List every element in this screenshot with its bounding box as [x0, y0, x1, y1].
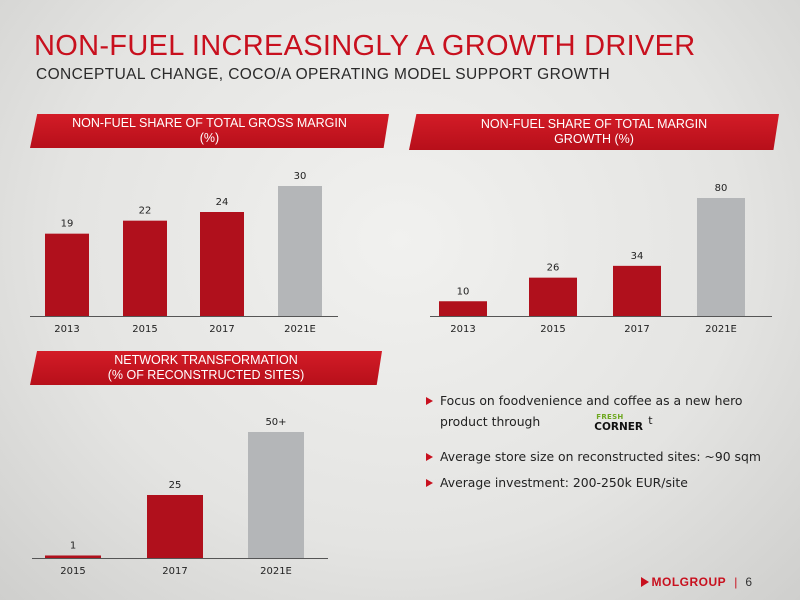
chart2-bar-2015 — [529, 277, 577, 316]
chart2-value-label: 34 — [631, 251, 644, 262]
chart3-bar-2021E — [248, 432, 304, 558]
chart3-value-label: 25 — [169, 480, 182, 491]
footer-brand: MOLGROUP — [651, 575, 727, 589]
chart2-value-label: 80 — [715, 183, 728, 194]
chart2-category-label: 2013 — [450, 324, 475, 335]
chart3-value-label: 50+ — [265, 417, 286, 428]
chart1-bar-2017 — [200, 212, 244, 316]
chart2-category-label: 2017 — [624, 324, 649, 335]
chart2-plot: 10 2013 26 2015 34 2017 80 2021E — [430, 183, 772, 335]
chart3-value-label: 1 — [70, 540, 76, 551]
chart2-title-line2: GROWTH (%) — [554, 132, 634, 146]
chart2-value-label: 26 — [547, 263, 560, 274]
page-subtitle: CONCEPTUAL CHANGE, COCO/A OPERATING MODE… — [36, 66, 611, 83]
chart3-title-line1: NETWORK TRANSFORMATION — [114, 353, 298, 367]
page-title: NON-FUEL INCREASINGLY A GROWTH DRIVER — [34, 30, 696, 62]
chart2-category-label: 2015 — [540, 324, 565, 335]
chart1-value-label: 19 — [61, 219, 74, 230]
chart1-bar-2015 — [123, 220, 167, 316]
bullet-list: Focus on foodvenience and coffee as a ne… — [426, 393, 776, 501]
chart1-bar-2021E — [278, 186, 322, 316]
chart1-category-label: 2021E — [284, 324, 316, 335]
chart3-bar-2015 — [45, 555, 101, 558]
footer-separator: | — [734, 575, 738, 589]
bullet-item-store-size: Average store size on reconstructed site… — [426, 449, 776, 465]
bullet-text-investment: Average investment: 200-250k EUR/site — [440, 475, 688, 490]
molgroup-logo-icon — [640, 577, 649, 587]
chart3-category-label: 2021E — [260, 566, 292, 577]
chart2-value-label: 10 — [457, 286, 470, 297]
chart1-category-label: 2015 — [132, 324, 157, 335]
chart1-value-label: 30 — [294, 171, 307, 182]
chart1-value-label: 22 — [139, 206, 152, 217]
chart1-category-label: 2013 — [54, 324, 79, 335]
chart2-title-line1: NON-FUEL SHARE OF TOTAL MARGIN — [480, 117, 708, 131]
bullet-triangle-icon — [426, 397, 433, 405]
chart3-category-label: 2015 — [60, 566, 85, 577]
page-number: 6 — [745, 575, 752, 589]
bullet-text-hero-product: Focus on foodvenience and coffee as a ne… — [440, 393, 743, 429]
chart2-title-banner: NON-FUEL SHARE OF TOTAL MARGIN GROWTH (%… — [409, 114, 779, 150]
chart1-title-line2: (%) — [199, 131, 220, 145]
chart3-plot: 1 2015 25 2017 50+ 2021E — [32, 417, 328, 577]
chart3-category-label: 2017 — [162, 566, 187, 577]
bullet-item-investment: Average investment: 200-250k EUR/site — [426, 475, 776, 491]
bullet-text-store-size: Average store size on reconstructed site… — [440, 449, 761, 464]
chart3-title-line2: (% OF RECONSTRUCTED SITES) — [107, 368, 305, 382]
chart2-bar-2021E — [697, 198, 745, 316]
chart2-category-label: 2021E — [705, 324, 737, 335]
bullet-triangle-icon — [426, 479, 433, 487]
footer: MOLGROUP | 6 — [640, 575, 752, 589]
chart2-bar-2017 — [613, 265, 661, 316]
chart3-bar-2017 — [147, 495, 203, 558]
fresh-corner-logo: FRESH CORNER t — [594, 413, 653, 433]
chart3-title-banner: NETWORK TRANSFORMATION (% OF RECONSTRUCT… — [30, 351, 382, 385]
chart1-value-label: 24 — [216, 197, 229, 208]
chart2-bar-2013 — [439, 301, 487, 316]
chart1-category-label: 2017 — [209, 324, 234, 335]
chart1-title-line1: NON-FUEL SHARE OF TOTAL GROSS MARGIN — [72, 116, 347, 130]
bullet-item-hero-product: Focus on foodvenience and coffee as a ne… — [426, 393, 776, 439]
chart1-title-banner: NON-FUEL SHARE OF TOTAL GROSS MARGIN (%) — [30, 114, 389, 148]
chart1-plot: 19 2013 22 2015 24 2017 30 2021E — [30, 171, 338, 335]
chart1-bar-2013 — [45, 233, 89, 316]
bullet-triangle-icon — [426, 453, 433, 461]
